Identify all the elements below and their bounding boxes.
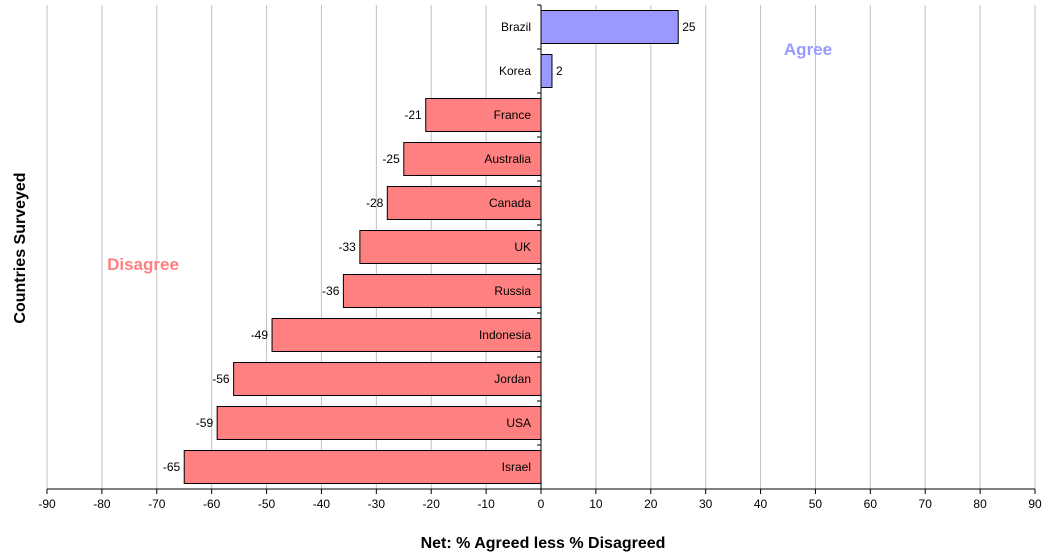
- x-tick-label: 80: [973, 497, 987, 511]
- x-tick-label: -60: [203, 497, 221, 511]
- x-tick-labels: -90 -80 -70 -60 -50 -40 -30 -20 -10 0 10 20 30 40 50 60…: [38, 497, 1042, 511]
- annotation-agree: Agree: [784, 40, 832, 59]
- x-tick-label: -80: [93, 497, 111, 511]
- value-labels: 25 2 -21 -25 -28 -33 -36 -49 -56 -59 -65: [163, 20, 696, 474]
- value-label: -36: [322, 284, 340, 298]
- y-axis-title: Countries Surveyed: [12, 172, 29, 323]
- bar: [233, 362, 542, 396]
- x-tick-label: 10: [589, 497, 603, 511]
- axes: [46, 4, 1036, 494]
- category-label: Indonesia: [479, 328, 531, 342]
- category-label: Brazil: [501, 20, 531, 34]
- value-label: 2: [556, 64, 563, 78]
- category-label: Korea: [499, 64, 531, 78]
- x-tick-label: -20: [423, 497, 441, 511]
- bar: [216, 406, 542, 440]
- category-label: UK: [514, 240, 531, 254]
- value-label: -25: [382, 152, 400, 166]
- category-label: Israel: [502, 460, 531, 474]
- bar: [183, 450, 542, 484]
- value-label: 25: [682, 20, 696, 34]
- bar: [540, 54, 553, 88]
- x-tick-label: 0: [538, 497, 545, 511]
- x-tick-label: -10: [477, 497, 495, 511]
- x-tick-label: -40: [313, 497, 331, 511]
- category-label: France: [494, 108, 532, 122]
- category-label: Canada: [489, 196, 531, 210]
- x-tick-label: -30: [368, 497, 386, 511]
- x-tick-label: 30: [699, 497, 713, 511]
- category-label: Russia: [494, 284, 531, 298]
- value-label: -59: [196, 416, 214, 430]
- bar: [271, 318, 542, 352]
- value-label: -21: [404, 108, 422, 122]
- x-tick-label: 50: [809, 497, 823, 511]
- value-label: -56: [212, 372, 230, 386]
- bar: [386, 186, 542, 220]
- annotation-disagree: Disagree: [107, 255, 179, 274]
- value-label: -65: [163, 460, 181, 474]
- x-tick-label: 20: [644, 497, 658, 511]
- x-tick-label: -50: [258, 497, 276, 511]
- bar: [425, 98, 542, 132]
- bar: [359, 230, 542, 264]
- x-tick-label: -70: [148, 497, 166, 511]
- x-tick-label: 70: [919, 497, 933, 511]
- category-label: Australia: [484, 152, 531, 166]
- value-label: -33: [339, 240, 357, 254]
- x-tick-label: -90: [38, 497, 56, 511]
- category-label: USA: [506, 416, 531, 430]
- value-label: -49: [251, 328, 269, 342]
- x-tick-label: 90: [1028, 497, 1042, 511]
- x-tick-label: 60: [864, 497, 878, 511]
- category-labels: Brazil Korea France Australia Canada UK Russia…: [479, 20, 531, 474]
- grid-lines: [46, 5, 1036, 489]
- bar: [403, 142, 542, 176]
- bar: [540, 10, 679, 44]
- category-label: Jordan: [494, 372, 531, 386]
- value-label: -28: [366, 196, 384, 210]
- x-tick-label: 40: [754, 497, 768, 511]
- bars: [183, 10, 679, 484]
- x-axis-title: Net: % Agreed less % Disagreed: [421, 535, 666, 552]
